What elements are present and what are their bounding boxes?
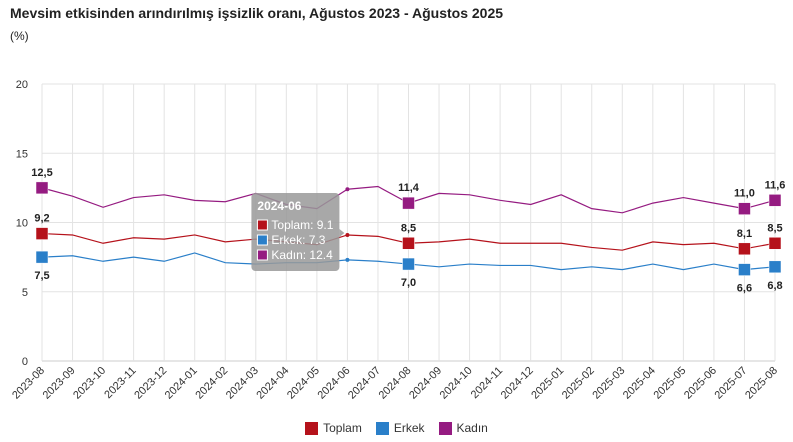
legend-swatch [438,421,452,435]
data-point-marker [35,227,49,240]
tooltip-swatch [256,219,268,231]
tooltip-box [251,193,340,271]
x-tick-label: 2025-07 [713,365,750,402]
data-point-marker [738,242,751,256]
x-tick-label: 2024-06 [316,365,353,402]
data-point-marker [402,257,415,271]
legend-label: Kadın [456,421,488,435]
y-tick-label: 5 [22,287,28,299]
data-label: 7,0 [401,277,416,289]
x-tick-label: 2024-03 [224,365,261,402]
hover-point [345,257,350,262]
hover-point [345,187,350,192]
data-point-marker [738,263,751,276]
tooltip-swatch [256,234,268,246]
hover-point [345,232,350,237]
data-point-marker [402,196,415,210]
legend: Toplam Erkek Kadın [0,421,793,435]
x-tick-label: 2024-02 [193,365,230,402]
x-tick-label: 2024-09 [407,365,444,402]
x-tick-label: 2023-12 [132,365,169,402]
x-tick-label: 2025-04 [621,365,658,402]
x-tick-label: 2024-10 [438,365,475,402]
data-label: 8,5 [401,222,416,234]
x-tick-label: 2024-12 [499,365,536,402]
data-point-marker [768,194,782,207]
y-tick-label: 10 [16,218,28,230]
tooltip-row: Erkek: 7.3 [271,233,325,247]
x-tick-label: 2024-08 [377,365,414,402]
x-tick-label: 2025-05 [651,365,688,402]
data-point-marker [402,237,415,250]
data-point-marker [768,237,782,250]
data-point-marker [35,250,49,264]
legend-item-erkek[interactable]: Erkek [375,421,425,435]
tooltip-row: Kadın: 12.4 [271,248,333,262]
data-label: 7,5 [34,270,49,282]
data-label: 8,1 [737,228,752,240]
x-tick-label: 2023-09 [41,365,78,402]
tooltip-row: Toplam: 9.1 [271,218,333,232]
data-label: 12,5 [31,167,52,179]
y-tick-label: 0 [22,356,28,368]
series-kadın: 12,5 11,4 11,0 11,6 [31,167,785,215]
y-axis-unit: (%) [10,29,29,43]
x-tick-label: 2023-08 [10,365,47,402]
legend-swatch [375,421,389,435]
x-tick-label: 2025-02 [560,365,597,402]
data-label: 8,5 [767,222,782,234]
legend-swatch [305,421,319,435]
x-tick-label: 2023-10 [71,365,108,402]
legend-item-kadın[interactable]: Kadın [438,421,488,435]
legend-item-toplam[interactable]: Toplam [305,421,362,435]
x-tick-label: 2025-03 [590,365,627,402]
x-tick-label: 2024-07 [346,365,383,402]
data-point-marker [738,202,751,215]
tooltip-swatch [256,249,268,261]
x-tick-label: 2024-04 [254,365,291,402]
legend-label: Erkek [393,421,425,435]
chart-title: Mevsim etkisinden arındırılmış işsizlik … [10,5,504,21]
data-label: 6,8 [767,280,782,292]
data-label: 11,6 [765,179,786,191]
y-tick-label: 15 [16,148,28,160]
x-tick-label: 2023-11 [102,365,138,401]
data-label: 6,6 [737,283,752,295]
legend-label: Toplam [323,421,362,435]
tooltip-arrow [339,229,345,237]
tooltip-title: 2024-06 [257,199,301,213]
x-tick-label: 2024-05 [285,365,322,402]
data-point-marker [35,181,49,195]
series-toplam: 9,2 8,5 8,1 8,5 [34,213,783,256]
x-tick-label: 2025-06 [682,365,719,402]
data-label: 9,2 [34,213,49,225]
series-erkek: 7,5 7,0 6,6 6,8 [34,250,783,295]
x-tick-label: 2024-11 [469,365,505,401]
data-point-marker [768,260,782,274]
x-tick-label: 2024-01 [163,365,200,402]
y-tick-label: 20 [16,79,28,91]
data-label: 11,0 [734,188,755,200]
x-tick-label: 2025-01 [529,365,566,402]
x-tick-label: 2025-08 [743,365,780,402]
data-label: 11,4 [398,182,420,194]
